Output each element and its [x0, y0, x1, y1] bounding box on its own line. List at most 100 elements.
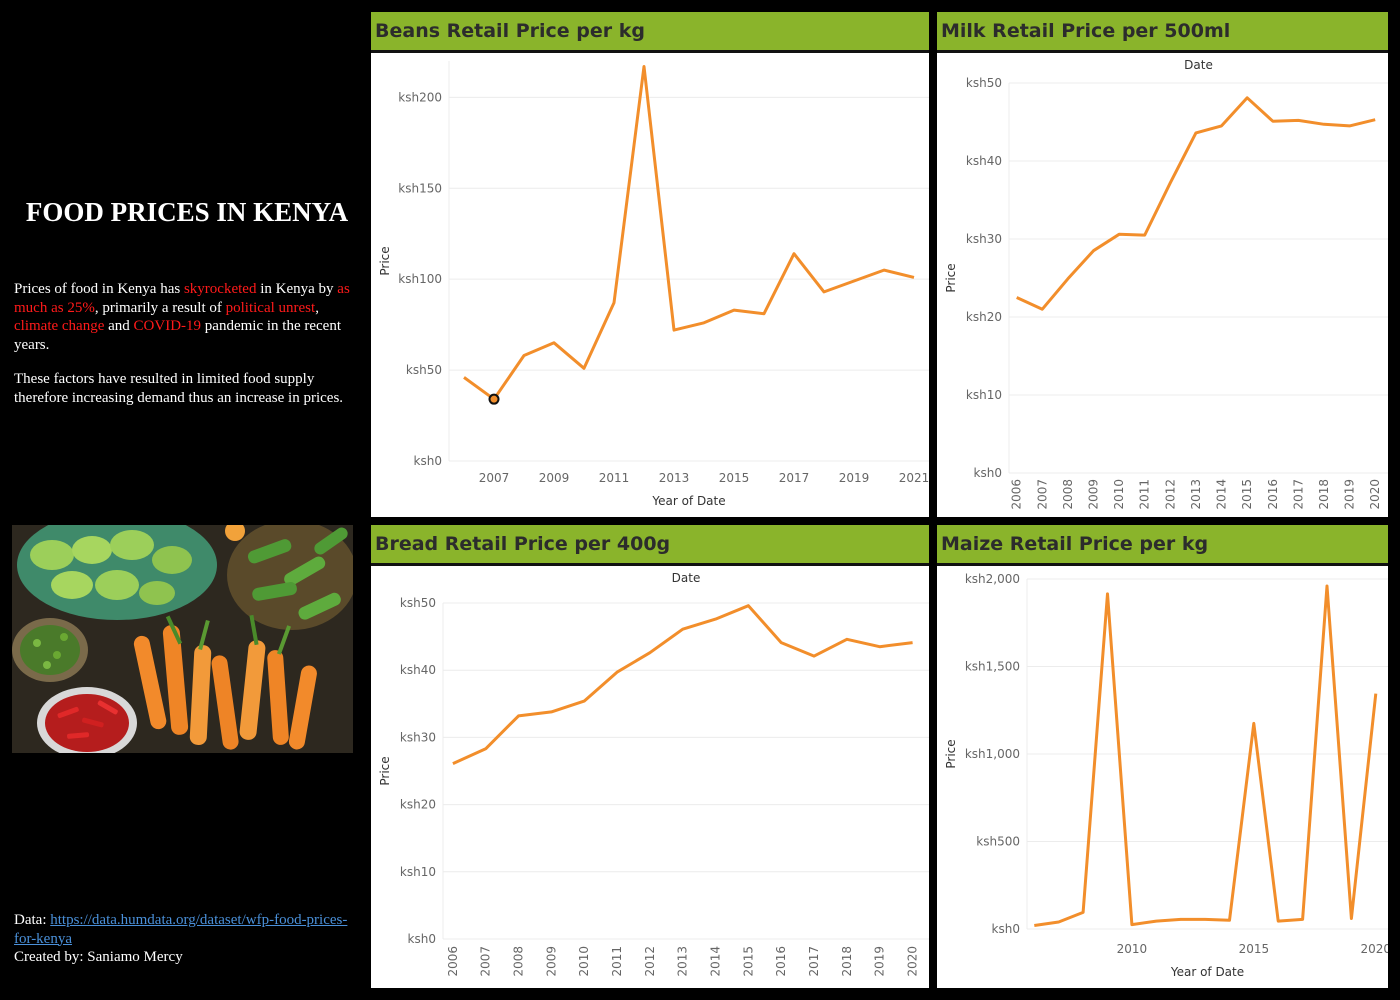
maize-line-chart[interactable]: ksh0 ksh500 ksh1,000 ksh1,500 ksh2,000 2010 20…	[937, 566, 1388, 988]
data-point[interactable]	[1129, 922, 1135, 928]
y-tick-label: ksh0	[408, 932, 436, 946]
x-tick-label: 2021	[899, 471, 929, 485]
data-point[interactable]	[548, 709, 554, 715]
x-tick-label: 2020	[1368, 479, 1382, 510]
bread-line-chart[interactable]: ksh0 ksh10 ksh20 ksh30 ksh40 ksh50 2006 2007 200…	[371, 566, 929, 988]
data-point[interactable]	[680, 626, 686, 632]
intro-text-5: and	[104, 318, 134, 334]
x-tick-label: 2016	[774, 946, 788, 977]
highlight-percentage: as much as 25%	[14, 281, 350, 316]
maize-price-line[interactable]	[1034, 584, 1378, 927]
data-point[interactable]	[911, 274, 917, 280]
x-tick-label: 2007	[479, 471, 510, 485]
data-point[interactable]	[1347, 123, 1353, 129]
data-point[interactable]	[1373, 691, 1379, 697]
data-point[interactable]	[1244, 95, 1250, 101]
x-tick-label: 2007	[479, 946, 493, 977]
data-point[interactable]	[521, 353, 527, 359]
data-point[interactable]	[641, 63, 647, 69]
data-point[interactable]	[881, 267, 887, 273]
data-point[interactable]	[1142, 232, 1148, 238]
data-point[interactable]	[1321, 121, 1327, 127]
data-point[interactable]	[671, 327, 677, 333]
x-axis-label: Year of Date	[1170, 965, 1244, 979]
data-point[interactable]	[910, 640, 916, 646]
beans-price-line[interactable]	[463, 65, 915, 401]
intro-text-3: , primarily a result of	[94, 299, 226, 316]
data-point[interactable]	[1080, 909, 1086, 915]
bread-price-line[interactable]	[452, 604, 913, 765]
y-tick-label: ksh30	[966, 232, 1002, 246]
x-tick-label: 2014	[709, 946, 723, 977]
data-point[interactable]	[821, 289, 827, 295]
data-point[interactable]	[581, 365, 587, 371]
data-point[interactable]	[450, 761, 456, 767]
data-point[interactable]	[1039, 306, 1045, 312]
data-point[interactable]	[1372, 117, 1378, 123]
highlight-skyrocketed: skyrocketed	[183, 281, 257, 297]
data-point[interactable]	[1300, 916, 1306, 922]
y-tick-label: ksh100	[398, 272, 442, 286]
x-tick-label: 2013	[659, 471, 690, 485]
beans-line-chart[interactable]: ksh0 ksh50 ksh100 ksh150 ksh200 2007 2009 2011 2…	[371, 53, 929, 517]
data-point[interactable]	[1193, 130, 1199, 136]
y-axis-label: Price	[378, 246, 392, 275]
data-point[interactable]	[1091, 248, 1097, 254]
data-point[interactable]	[1219, 123, 1225, 129]
data-point[interactable]	[811, 653, 817, 659]
data-point[interactable]	[1167, 180, 1173, 186]
x-tick-label: 2015	[719, 471, 750, 485]
milk-price-line[interactable]	[1016, 96, 1376, 311]
data-point[interactable]	[791, 251, 797, 257]
data-point[interactable]	[877, 644, 883, 650]
data-point[interactable]	[1226, 917, 1232, 923]
data-point[interactable]	[1348, 916, 1354, 922]
maize-chart-header: Maize Retail Price per kg	[937, 525, 1388, 566]
data-point[interactable]	[483, 746, 489, 752]
data-point[interactable]	[551, 340, 557, 346]
data-point[interactable]	[516, 713, 522, 719]
data-point[interactable]	[647, 650, 653, 656]
data-point[interactable]	[1178, 916, 1184, 922]
data-point[interactable]	[701, 320, 707, 326]
y-tick-label: ksh40	[400, 663, 436, 677]
data-point[interactable]	[851, 278, 857, 284]
data-point[interactable]	[713, 616, 719, 622]
data-point[interactable]	[611, 300, 617, 306]
highlighted-data-point[interactable]	[488, 393, 500, 405]
milk-line-chart[interactable]: ksh0 ksh10 ksh20 ksh30 ksh40 ksh50 2006 2007 200…	[937, 53, 1388, 517]
data-point[interactable]	[1275, 918, 1281, 924]
data-point[interactable]	[1014, 295, 1020, 301]
x-tick-label: 2017	[779, 471, 810, 485]
data-point[interactable]	[1270, 118, 1276, 124]
x-tick-label: 2019	[1343, 479, 1357, 510]
data-point[interactable]	[745, 603, 751, 609]
data-point[interactable]	[731, 307, 737, 313]
y-tick-label: ksh50	[966, 76, 1002, 90]
y-tick-label: ksh50	[406, 363, 442, 377]
data-point[interactable]	[1251, 720, 1257, 726]
data-point[interactable]	[1031, 923, 1037, 929]
data-point[interactable]	[1295, 117, 1301, 123]
data-point[interactable]	[1324, 583, 1330, 589]
milk-chart-title: Milk Retail Price per 500ml	[941, 20, 1231, 42]
data-point[interactable]	[1116, 231, 1122, 237]
data-point[interactable]	[1202, 916, 1208, 922]
data-point[interactable]	[461, 374, 467, 380]
y-axis-label: Price	[944, 739, 958, 768]
y-tick-label: ksh0	[414, 454, 442, 468]
data-point[interactable]	[1153, 918, 1159, 924]
data-point[interactable]	[614, 669, 620, 675]
data-point[interactable]	[844, 636, 850, 642]
data-point[interactable]	[1065, 276, 1071, 282]
x-tick-label: 2020	[1361, 942, 1388, 956]
y-tick-label: ksh40	[966, 154, 1002, 168]
data-point[interactable]	[1056, 919, 1062, 925]
data-point[interactable]	[1104, 591, 1110, 597]
data-point[interactable]	[761, 311, 767, 317]
data-source-link[interactable]: https://data.humdata.org/dataset/wfp-foo…	[14, 912, 348, 947]
y-axis-label: Price	[378, 756, 392, 785]
data-point[interactable]	[778, 640, 784, 646]
data-point[interactable]	[581, 698, 587, 704]
x-tick-label: 2015	[741, 946, 755, 977]
